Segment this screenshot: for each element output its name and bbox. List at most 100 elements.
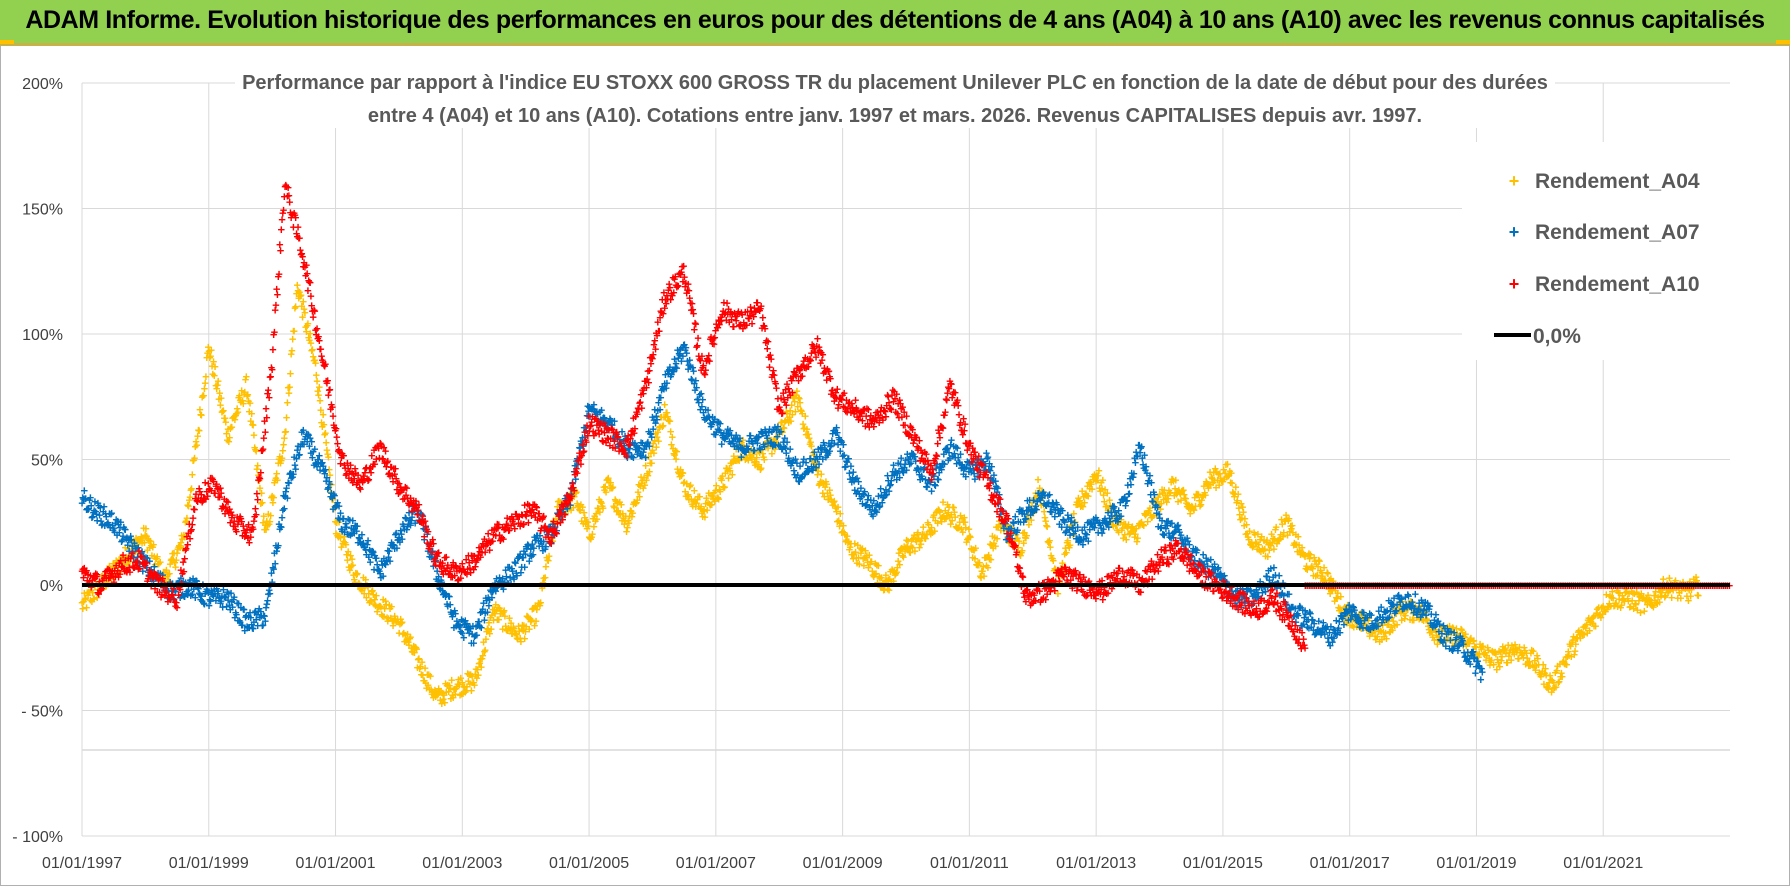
data-point: + [365,586,373,601]
data-point: + [268,488,276,503]
x-tick-label: 01/01/1997 [42,855,122,872]
data-point: + [859,551,867,566]
data-point: + [474,668,482,683]
data-point: + [1038,484,1046,499]
data-point: + [720,480,728,495]
data-point: + [474,662,482,677]
data-point: + [894,554,902,569]
data-point: + [181,529,189,544]
data-point: + [706,354,714,369]
data-point: + [521,631,529,646]
data-point: + [159,570,167,585]
data-point: + [477,652,485,667]
data-point: + [662,410,670,425]
data-point: + [774,436,782,451]
data-point: + [187,482,195,497]
data-point: + [531,618,539,633]
data-point: + [87,583,95,598]
data-point: + [508,626,516,641]
data-point: + [97,581,105,596]
data-point: + [904,533,912,548]
data-point: + [1017,548,1025,563]
data-point: + [605,475,613,490]
data-point: + [903,539,911,554]
data-point: + [1042,514,1050,529]
data-point: + [647,446,655,461]
data-point: + [847,536,855,551]
data-point: + [886,572,894,587]
data-point: + [112,560,120,575]
data-point: + [349,558,357,573]
data-point: + [827,488,835,503]
data-point: + [338,524,346,539]
data-point: + [327,484,335,499]
data-point: + [633,495,641,510]
data-point: + [919,526,927,541]
data-point: + [96,582,104,597]
data-point: + [492,597,500,612]
data-point: + [1048,550,1056,565]
data-point: + [127,548,135,563]
data-point: + [274,472,282,487]
data-point: + [137,533,145,548]
data-point: + [328,477,336,492]
data-point: + [525,610,533,625]
data-point: + [241,385,249,400]
data-point: + [513,631,521,646]
data-point: + [579,516,587,531]
data-point: + [875,558,883,573]
data-point: + [519,618,527,633]
data-point: + [424,677,432,692]
data-point: + [166,566,174,581]
data-point: + [887,564,895,579]
data-point: + [184,498,192,513]
data-point: + [347,548,355,563]
data-point: + [645,449,653,464]
data-point: + [927,527,935,542]
data-point: + [333,515,341,530]
data-point: + [192,434,200,449]
data-point: + [144,542,152,557]
data-point: + [814,467,822,482]
data-point: + [545,548,553,563]
data-point: + [818,467,826,482]
data-point: + [618,513,626,528]
data-point: + [493,603,501,618]
data-point: + [786,403,794,418]
data-point: + [366,595,374,610]
data-point: + [1027,513,1035,528]
data-point: + [500,605,508,620]
data-point: + [163,569,171,584]
data-point: + [745,452,753,467]
data-point: + [830,494,838,509]
data-point: + [275,452,283,467]
banner: ADAM Informe. Evolution historique des p… [0,0,1790,46]
data-point: + [149,539,157,554]
data-point: + [926,524,934,539]
x-tick-label: 01/01/2017 [1310,855,1390,872]
data-point: + [588,530,596,545]
data-point: + [218,405,226,420]
data-point: + [699,509,707,524]
data-point: + [319,407,327,422]
data-point: + [804,426,812,441]
data-point: + [246,404,254,419]
data-point: + [561,499,569,514]
data-point: + [398,616,406,631]
data-point: + [579,500,587,515]
data-point: + [811,455,819,470]
data-point: + [436,692,444,707]
data-point: + [606,481,614,496]
data-point: + [232,408,240,423]
data-point: + [783,406,791,421]
data-point: + [605,471,613,486]
data-point: + [447,691,455,706]
data-point: + [376,599,384,614]
data-point: + [884,581,892,596]
data-point: + [930,508,938,523]
data-point: + [983,549,991,564]
data-point: + [767,432,775,447]
data-point: + [344,544,352,559]
data-point: + [407,629,415,644]
data-point: + [336,529,344,544]
